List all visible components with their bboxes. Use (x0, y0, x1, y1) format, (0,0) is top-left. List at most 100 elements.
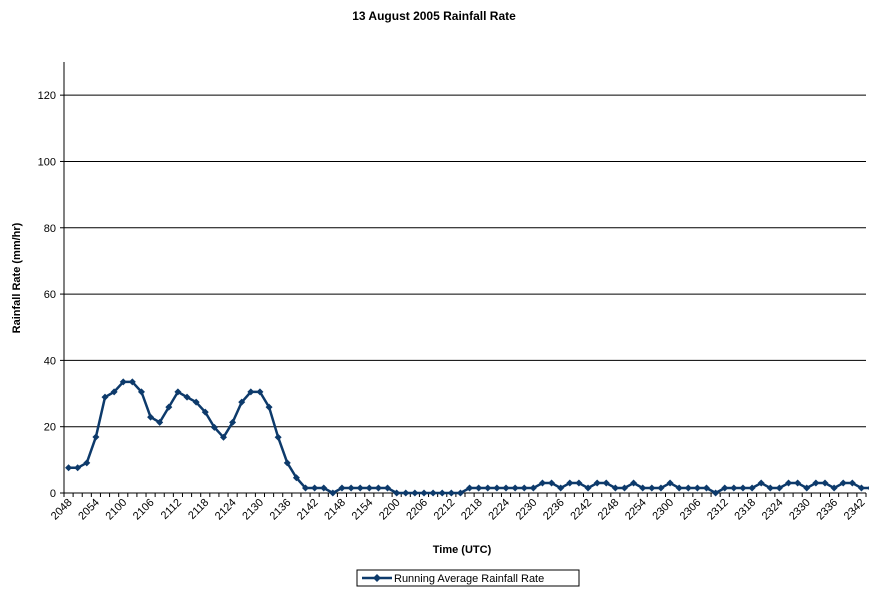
x-tick-label: 2212 (432, 497, 458, 523)
x-tick-label: 2118 (186, 497, 211, 522)
data-point (338, 484, 346, 492)
data-point (620, 484, 628, 492)
x-tick-label: 2254 (623, 497, 649, 523)
x-tick-label: 2206 (404, 497, 430, 523)
data-point (730, 484, 738, 492)
data-point (739, 484, 747, 492)
data-point (137, 388, 145, 396)
data-point (119, 378, 127, 386)
data-point (384, 484, 392, 492)
data-point (502, 484, 510, 492)
data-point (684, 484, 692, 492)
data-point (347, 484, 355, 492)
y-tick-label: 100 (38, 156, 56, 168)
data-point (374, 484, 382, 492)
data-point (830, 484, 838, 492)
data-point (265, 403, 273, 411)
data-point (393, 489, 401, 497)
x-tick-label: 2242 (568, 497, 594, 523)
x-tick-label: 2324 (760, 497, 786, 523)
x-tick-label: 2136 (268, 497, 294, 523)
data-point (83, 459, 91, 467)
x-tick-label: 2048 (49, 497, 75, 523)
data-point (92, 433, 100, 441)
data-point (566, 479, 574, 487)
x-tick-label: 2236 (541, 497, 567, 523)
x-tick-labels: 2048 2054 2100 2106 2112 2118 2124 2130 2136 2142… (49, 493, 868, 522)
x-tick-label: 2142 (295, 497, 321, 523)
data-point (602, 479, 610, 487)
data-point (666, 479, 674, 487)
y-tick-label: 20 (44, 422, 56, 434)
data-point (648, 484, 656, 492)
data-point (529, 484, 537, 492)
data-point (429, 489, 437, 497)
legend-box (356, 569, 580, 587)
data-point (438, 489, 446, 497)
data-point (320, 484, 328, 492)
data-point (520, 484, 528, 492)
data-point (229, 418, 237, 426)
data-point (292, 474, 300, 482)
data-point (639, 484, 647, 492)
data-point (174, 388, 182, 396)
data-point (156, 418, 164, 426)
data-point (192, 398, 200, 406)
x-tick-label: 2200 (377, 497, 403, 523)
x-tick-label: 2154 (350, 497, 376, 523)
data-point (821, 479, 829, 487)
legend-marker (373, 574, 381, 582)
data-point (447, 489, 455, 497)
y-tick-labels: 0 20 40 60 80 100 120 (38, 90, 56, 500)
data-point (712, 489, 720, 497)
data-point (721, 484, 729, 492)
data-point (775, 484, 783, 492)
x-tick-label: 2224 (486, 497, 512, 523)
data-point (794, 479, 802, 487)
data-point (675, 484, 683, 492)
data-point (812, 479, 820, 487)
data-point (511, 484, 519, 492)
data-point (65, 464, 73, 472)
data-point (475, 484, 483, 492)
x-tick-label: 2318 (732, 497, 758, 523)
data-point (693, 484, 701, 492)
data-point (329, 489, 337, 497)
y-tick-label: 120 (38, 90, 56, 102)
x-axis-label: Time (UTC) (433, 544, 492, 556)
data-point (356, 484, 364, 492)
x-tick-label: 2106 (131, 497, 157, 523)
data-point (466, 484, 474, 492)
x-tick-label: 2148 (322, 497, 348, 523)
data-point (365, 484, 373, 492)
x-tick-label: 2130 (240, 497, 266, 523)
x-tick-label: 2218 (459, 497, 485, 523)
data-point (183, 393, 191, 401)
data-point (302, 484, 310, 492)
data-point (101, 393, 109, 401)
x-tick-label: 2124 (213, 497, 239, 523)
y-tick-label: 40 (44, 355, 56, 367)
data-point (748, 484, 756, 492)
data-point (557, 484, 565, 492)
data-point (147, 413, 155, 421)
axes (63, 62, 866, 494)
data-point (757, 479, 765, 487)
chart-title: 13 August 2005 Rainfall Rate (352, 9, 516, 23)
data-point (165, 403, 173, 411)
data-point (575, 479, 583, 487)
x-tick-label: 2300 (650, 497, 676, 523)
data-point (593, 479, 601, 487)
data-point (630, 479, 638, 487)
x-tick-label: 2336 (814, 497, 840, 523)
data-point (420, 489, 428, 497)
y-tick-label: 0 (50, 488, 56, 500)
data-point (538, 479, 546, 487)
data-point (274, 433, 282, 441)
x-tick-label: 2112 (159, 497, 184, 522)
y-tick-label: 80 (44, 223, 56, 235)
x-tick-label: 2330 (787, 497, 813, 523)
data-point (766, 484, 774, 492)
